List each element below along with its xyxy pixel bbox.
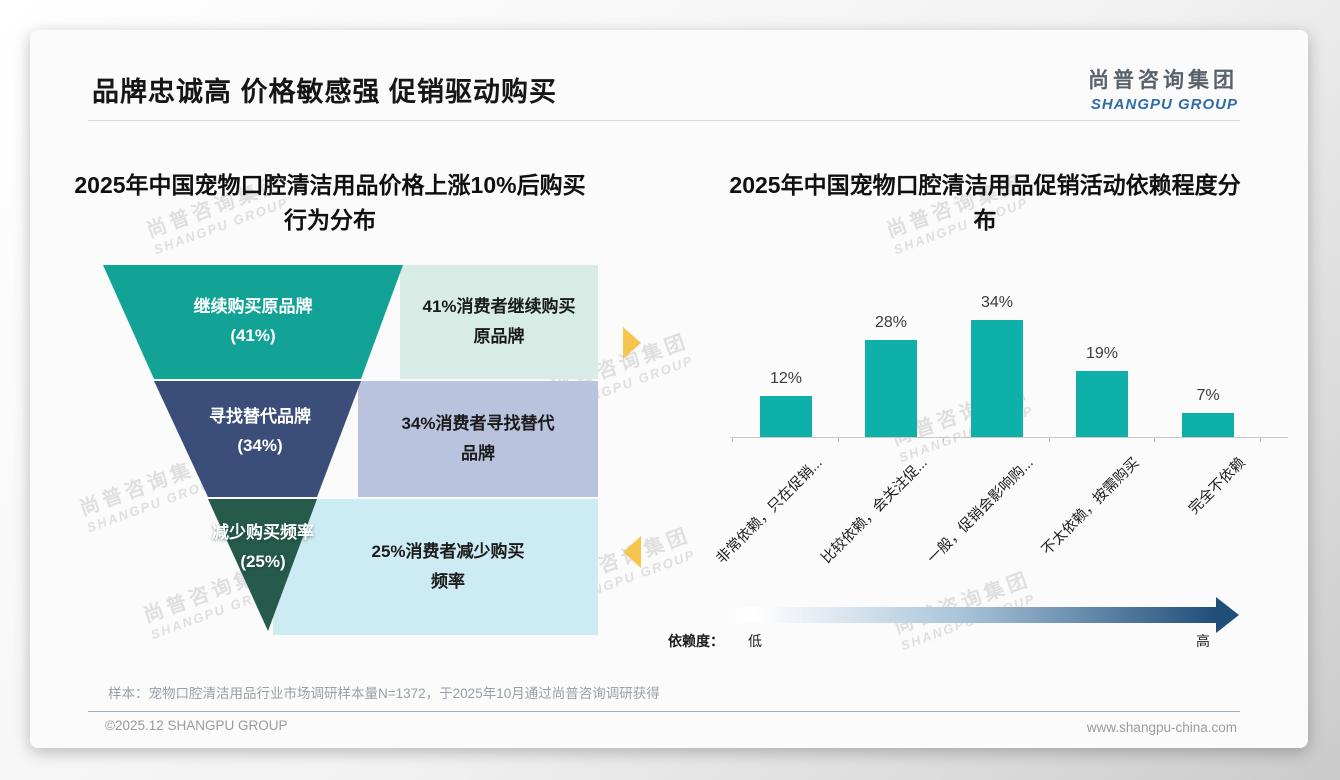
bar-value-label: 7% — [1196, 387, 1220, 404]
funnel-label-text: 减少购买频率 — [212, 523, 314, 542]
arrow-right-icon — [623, 327, 641, 359]
slide: 尚普咨询集团 SHANGPU GROUP 尚普咨询集团 SHANGPU GROUP … — [30, 30, 1308, 748]
dependency-low-label: 低 — [748, 633, 762, 649]
bar — [760, 396, 812, 437]
bar-value-label: 34% — [980, 294, 1014, 311]
dependency-gradient-arrowhead — [1216, 597, 1239, 633]
x-axis-tick — [1049, 438, 1050, 442]
footer-divider — [88, 711, 1240, 712]
x-axis-tick — [1260, 438, 1261, 442]
note-line: 25%消费者减少购买 — [371, 542, 525, 561]
funnel-note-box-2: 34%消费者寻找替代 品牌 — [358, 381, 598, 497]
bar — [865, 340, 917, 437]
funnel-label-text: 继续购买原品牌 — [193, 297, 313, 316]
bar-chart-title: 2025年中国宠物口腔清洁用品促销活动依赖程度分 布 — [685, 168, 1285, 237]
note-line: 频率 — [431, 572, 465, 591]
funnel-title-line1: 2025年中国宠物口腔清洁用品价格上涨10%后购买 — [74, 172, 586, 198]
funnel-segment-3 — [208, 499, 317, 631]
footer-copyright: ©2025.12 SHANGPU GROUP — [105, 718, 288, 733]
title-divider — [88, 120, 1240, 121]
dependency-gradient-arrow — [725, 607, 1217, 623]
bar-title-line2: 布 — [973, 206, 997, 233]
bar — [1182, 413, 1234, 437]
arrow-left-icon — [623, 536, 641, 568]
note-line: 原品牌 — [473, 327, 525, 346]
x-axis-category-label: 非常依赖，只在促销... — [713, 454, 827, 567]
bar — [1076, 371, 1128, 437]
logo-en-text: SHANGPU GROUP — [1090, 96, 1238, 113]
x-axis-tick — [1154, 438, 1155, 442]
funnel-note-box-1: 41%消费者继续购买 原品牌 — [400, 265, 598, 379]
company-logo: 尚普咨询集团 SHANGPU GROUP — [1088, 64, 1238, 113]
funnel-label-pct: (41%) — [230, 326, 276, 345]
funnel-label-text: 寻找替代品牌 — [209, 407, 311, 426]
x-axis-category-label: 完全不依赖 — [1185, 454, 1249, 518]
funnel-label-3: 减少购买频率 (25%) — [168, 518, 358, 576]
funnel-segment-1 — [103, 265, 403, 379]
logo-cn-text: 尚普咨询集团 — [1088, 69, 1238, 92]
footer-website: www.shangpu-china.com — [1086, 720, 1237, 735]
funnel-label-pct: (34%) — [237, 436, 283, 455]
funnel-label-2: 寻找替代品牌 (34%) — [165, 402, 355, 460]
funnel-title-line2: 行为分布 — [284, 206, 376, 233]
dependency-high-label: 高 — [1196, 633, 1210, 649]
funnel-chart — [103, 265, 403, 631]
x-axis-tick — [838, 438, 839, 442]
note-line: 品牌 — [461, 444, 495, 463]
x-axis-category-label: 比较依赖，会关注促... — [818, 454, 932, 567]
note-line: 41%消费者继续购买 — [422, 297, 576, 316]
x-axis-tick — [732, 438, 733, 442]
x-axis-category-label: 不太依赖，按需购买 — [1038, 454, 1143, 559]
bar — [971, 320, 1023, 437]
bar-title-line1: 2025年中国宠物口腔清洁用品促销活动依赖程度分 — [729, 172, 1241, 198]
bar-value-label: 28% — [874, 314, 908, 331]
funnel-label-pct: (25%) — [240, 552, 286, 571]
x-axis-line — [730, 437, 1288, 438]
note-line: 34%消费者寻找替代 — [401, 414, 555, 433]
funnel-label-1: 继续购买原品牌 (41%) — [158, 292, 348, 350]
bar-value-label: 19% — [1085, 345, 1119, 362]
sample-note: 样本：宠物口腔清洁用品行业市场调研样本量N=1372，于2025年10月通过尚普… — [108, 686, 660, 701]
funnel-chart-title: 2025年中国宠物口腔清洁用品价格上涨10%后购买 行为分布 — [45, 168, 615, 237]
page-title: 品牌忠诚高 价格敏感强 促销驱动购买 — [92, 77, 558, 107]
bar-value-label: 12% — [769, 370, 803, 387]
bar-chart-plot: 依赖度： 低 高 12% 非常依赖，只在促销... 28% 比较依赖，会关注促... 3… — [660, 280, 1300, 680]
x-axis-category-label: 一般，促销会影响购... — [924, 454, 1038, 567]
dependency-axis-label: 依赖度： — [668, 633, 724, 649]
funnel-segment-2 — [154, 381, 361, 497]
funnel-note-box-3: 25%消费者减少购买 频率 — [273, 499, 598, 635]
x-axis-tick — [943, 438, 944, 442]
